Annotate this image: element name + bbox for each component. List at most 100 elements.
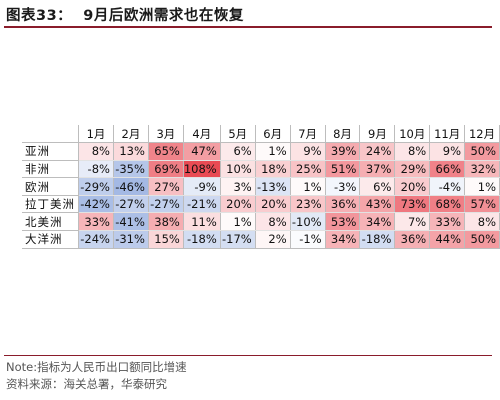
corner-cell bbox=[22, 125, 79, 144]
value-cell: 34% bbox=[359, 212, 396, 232]
value-cell: 8% bbox=[464, 212, 500, 232]
value-cell: 50% bbox=[464, 142, 500, 161]
value-cell: -41% bbox=[113, 212, 149, 232]
table-row: 北美洲 33% -41% 38% 11% 1% 8% -10% 53% 34% … bbox=[22, 212, 500, 232]
table-row: 拉丁美洲 -42% -27% -27% -21% 20% 20% 23% 36%… bbox=[22, 195, 500, 214]
region-label: 亚洲 bbox=[22, 142, 79, 161]
value-cell: 73% bbox=[394, 195, 431, 214]
month-header: 12月 bbox=[464, 125, 500, 144]
value-cell: 34% bbox=[325, 230, 361, 249]
note-text: Note:指标为人民币出口额同比增速 bbox=[6, 360, 187, 374]
value-cell: -27% bbox=[113, 195, 149, 214]
value-cell: 13% bbox=[113, 142, 149, 161]
value-cell: 7% bbox=[394, 212, 431, 232]
title-divider bbox=[4, 26, 492, 28]
table-row: 非洲 -8% -35% 69% 108% 10% 18% 25% 51% 37%… bbox=[22, 160, 500, 179]
value-cell: 33% bbox=[429, 212, 466, 232]
value-cell: 8% bbox=[255, 212, 291, 232]
region-label: 北美洲 bbox=[22, 212, 79, 232]
value-cell: -8% bbox=[78, 160, 114, 179]
value-cell: 6% bbox=[220, 142, 256, 161]
table-row: 亚洲 8% 13% 65% 47% 6% 1% 9% 39% 24% 8% 9%… bbox=[22, 142, 500, 161]
month-header: 6月 bbox=[255, 125, 291, 144]
value-cell: 9% bbox=[290, 142, 326, 161]
value-cell: -18% bbox=[183, 230, 221, 249]
value-cell: 8% bbox=[394, 142, 431, 161]
value-cell: -13% bbox=[255, 177, 291, 196]
month-header: 2月 bbox=[113, 125, 149, 144]
month-header: 5月 bbox=[220, 125, 256, 144]
value-cell: 20% bbox=[220, 195, 256, 214]
heatmap-table: 1月 2月 3月 4月 5月 6月 7月 8月 9月 10月 11月 12月 亚… bbox=[22, 125, 500, 249]
value-cell: 20% bbox=[394, 177, 431, 196]
region-label: 大洋洲 bbox=[22, 230, 79, 249]
value-cell: 33% bbox=[78, 212, 114, 232]
value-cell: -27% bbox=[148, 195, 184, 214]
value-cell: 32% bbox=[464, 160, 500, 179]
header-row: 1月 2月 3月 4月 5月 6月 7月 8月 9月 10月 11月 12月 bbox=[22, 125, 500, 144]
value-cell: 1% bbox=[220, 212, 256, 232]
value-cell: 36% bbox=[325, 195, 361, 214]
source-text: 资料来源：海关总署，华泰研究 bbox=[6, 377, 167, 391]
value-cell: 20% bbox=[255, 195, 291, 214]
value-cell: 68% bbox=[429, 195, 466, 214]
value-cell: 108% bbox=[183, 160, 221, 179]
value-cell: 51% bbox=[325, 160, 361, 179]
value-cell: 39% bbox=[325, 142, 361, 161]
value-cell: 10% bbox=[220, 160, 256, 179]
value-cell: -1% bbox=[290, 230, 326, 249]
value-cell: 36% bbox=[394, 230, 431, 249]
value-cell: -18% bbox=[359, 230, 396, 249]
value-cell: 3% bbox=[220, 177, 256, 196]
value-cell: -29% bbox=[78, 177, 114, 196]
value-cell: 23% bbox=[290, 195, 326, 214]
value-cell: -24% bbox=[78, 230, 114, 249]
value-cell: 11% bbox=[183, 212, 221, 232]
value-cell: -9% bbox=[183, 177, 221, 196]
value-cell: 38% bbox=[148, 212, 184, 232]
value-cell: 2% bbox=[255, 230, 291, 249]
value-cell: 27% bbox=[148, 177, 184, 196]
month-header: 10月 bbox=[394, 125, 431, 144]
month-header: 11月 bbox=[429, 125, 466, 144]
value-cell: 25% bbox=[290, 160, 326, 179]
value-cell: 69% bbox=[148, 160, 184, 179]
value-cell: -3% bbox=[325, 177, 361, 196]
value-cell: -35% bbox=[113, 160, 149, 179]
value-cell: 1% bbox=[255, 142, 291, 161]
figure-title: 图表33： 9月后欧洲需求也在恢复 bbox=[6, 8, 244, 24]
value-cell: -21% bbox=[183, 195, 221, 214]
value-cell: 50% bbox=[464, 230, 500, 249]
value-cell: 43% bbox=[359, 195, 396, 214]
month-header: 7月 bbox=[290, 125, 326, 144]
value-cell: 9% bbox=[429, 142, 466, 161]
value-cell: -31% bbox=[113, 230, 149, 249]
region-label: 拉丁美洲 bbox=[22, 195, 79, 214]
month-header: 1月 bbox=[78, 125, 114, 144]
value-cell: 24% bbox=[359, 142, 396, 161]
value-cell: -17% bbox=[220, 230, 256, 249]
value-cell: 66% bbox=[429, 160, 466, 179]
value-cell: 29% bbox=[394, 160, 431, 179]
value-cell: 1% bbox=[290, 177, 326, 196]
value-cell: 18% bbox=[255, 160, 291, 179]
month-header: 9月 bbox=[359, 125, 396, 144]
region-label: 非洲 bbox=[22, 160, 79, 179]
value-cell: 1% bbox=[464, 177, 500, 196]
value-cell: 6% bbox=[359, 177, 396, 196]
region-label: 欧洲 bbox=[22, 177, 79, 196]
value-cell: 8% bbox=[78, 142, 114, 161]
value-cell: -10% bbox=[290, 212, 326, 232]
value-cell: 57% bbox=[464, 195, 500, 214]
value-cell: 15% bbox=[148, 230, 184, 249]
value-cell: 65% bbox=[148, 142, 184, 161]
table-row: 大洋洲 -24% -31% 15% -18% -17% 2% -1% 34% -… bbox=[22, 230, 500, 249]
value-cell: 47% bbox=[183, 142, 221, 161]
month-header: 3月 bbox=[148, 125, 184, 144]
value-cell: 44% bbox=[429, 230, 466, 249]
footer-divider bbox=[4, 355, 492, 356]
value-cell: -4% bbox=[429, 177, 466, 196]
table-row: 欧洲 -29% -46% 27% -9% 3% -13% 1% -3% 6% 2… bbox=[22, 177, 500, 196]
month-header: 8月 bbox=[325, 125, 361, 144]
value-cell: -42% bbox=[78, 195, 114, 214]
